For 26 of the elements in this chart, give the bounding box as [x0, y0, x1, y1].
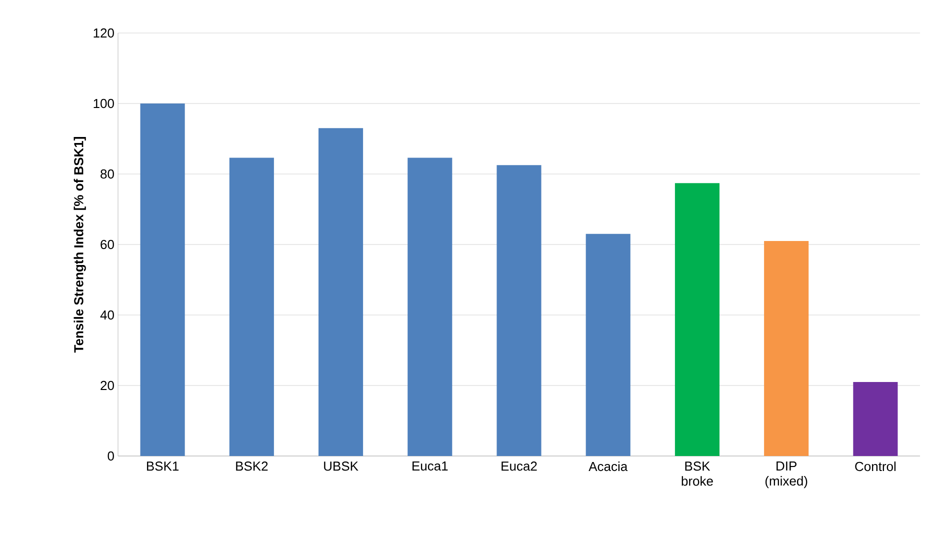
bar	[586, 234, 630, 456]
y-tick-label: 120	[94, 28, 114, 38]
y-axis-title: Tensile Strength Index [% of BSK1]	[74, 137, 86, 353]
y-tick-label: 20	[100, 380, 114, 390]
bar	[408, 158, 452, 456]
x-tick-label: Acacia	[588, 462, 628, 472]
x-tick-label: Euca2	[502, 462, 537, 471]
y-tick-label: 40	[100, 310, 114, 320]
x-tick-label: BSK broke	[682, 462, 713, 486]
y-tick-label: 80	[100, 169, 114, 179]
x-tick-label: Euca1	[412, 462, 448, 471]
x-tick-label: Control	[855, 462, 896, 472]
x-tick-label: BSK2	[236, 462, 268, 471]
bar	[318, 128, 364, 456]
bar	[764, 240, 809, 456]
x-tick-label: BSK1	[146, 462, 179, 471]
y-tick-label: 0	[108, 451, 114, 461]
bar	[140, 103, 185, 456]
bar	[674, 183, 720, 456]
y-tick-label: 100	[94, 98, 114, 108]
x-tick-label: UBSK	[324, 462, 358, 471]
bar	[496, 165, 542, 456]
bar	[853, 382, 898, 456]
bar	[229, 158, 274, 456]
y-tick-label: 60	[100, 240, 114, 250]
x-tick-label: DIP (mixed)	[765, 462, 808, 488]
